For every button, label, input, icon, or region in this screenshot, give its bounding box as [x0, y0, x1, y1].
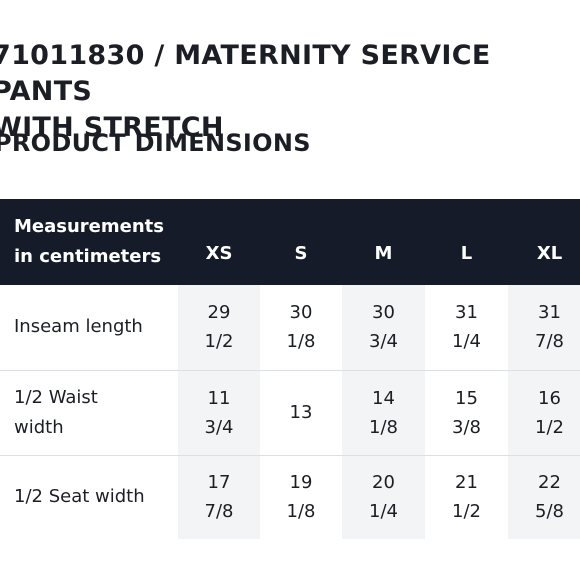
cell-waist-l: 15 3/8	[425, 370, 508, 455]
cell-whole: 20	[372, 472, 395, 494]
cell-fraction: 1/8	[286, 331, 316, 353]
cell-inseam-s: 30 1/8	[260, 285, 342, 370]
cell-whole: 19	[289, 472, 313, 494]
cell-waist-xl: 16 1/2	[508, 370, 580, 455]
cell-whole: 29	[207, 302, 231, 324]
section-title: PRODUCT DIMENSIONS	[0, 129, 311, 157]
cell-whole: 16	[538, 387, 561, 409]
cell-whole: 14	[372, 387, 395, 409]
cell-fraction: 5/8	[535, 501, 564, 523]
cell-fraction: 3/8	[452, 416, 481, 438]
table-header-row: Measurements in centimeters XS S M L XL	[0, 199, 580, 285]
row-label-waist: 1/2 Waist width	[14, 386, 98, 438]
cell-whole: 22	[538, 472, 561, 494]
size-header-xs: XS	[205, 242, 233, 264]
cell-waist-m: 14 1/8	[342, 370, 425, 455]
size-header-m: M	[374, 242, 393, 264]
cell-inseam-l: 31 1/4	[425, 285, 508, 370]
cell-whole: 11	[207, 387, 231, 409]
cell-seat-l: 21 1/2	[425, 455, 508, 539]
cell-fraction: 1/2	[535, 416, 564, 438]
cell-whole: 21	[455, 472, 478, 494]
cell-waist-xs: 11 3/4	[178, 370, 260, 455]
size-chart-table: Measurements in centimeters XS S M L XL …	[0, 199, 580, 539]
cell-fraction: 1/8	[369, 416, 398, 438]
table-row: 1/2 Waist width 11 3/4 13 14 1/8 15 3/8	[0, 370, 580, 455]
size-header-xl: XL	[536, 242, 563, 264]
corner-label: Measurements in centimeters	[14, 216, 164, 267]
cell-fraction: 7/8	[535, 331, 564, 353]
cell-whole: 15	[455, 387, 478, 409]
cell-seat-m: 20 1/4	[342, 455, 425, 539]
cell-inseam-xs: 29 1/2	[178, 285, 260, 370]
cell-whole: 31	[538, 302, 561, 324]
cell-fraction: 1/4	[452, 331, 481, 353]
cell-whole: 30	[372, 302, 395, 324]
size-header-l: L	[460, 242, 473, 264]
cell-whole: 17	[207, 472, 231, 494]
product-title: 71011830 / MATERNITY SERVICE PANTS WITH …	[0, 40, 491, 143]
row-label-seat: 1/2 Seat width	[14, 486, 145, 508]
cell-whole: 13	[289, 402, 313, 423]
table-row: Inseam length 29 1/2 30 1/8 30 3/4 31 1/…	[0, 285, 580, 370]
cell-fraction: 1/8	[286, 501, 316, 523]
cell-whole: 31	[455, 302, 478, 324]
cell-fraction: 1/2	[204, 331, 234, 353]
cell-fraction: 1/2	[452, 501, 481, 523]
cell-inseam-xl: 31 7/8	[508, 285, 580, 370]
cell-fraction: 1/4	[369, 501, 398, 523]
cell-seat-xl: 22 5/8	[508, 455, 580, 539]
cell-fraction: 7/8	[204, 501, 234, 523]
cell-whole: 30	[289, 302, 313, 324]
size-header-s: S	[294, 242, 308, 264]
cell-waist-s: 13	[260, 370, 342, 455]
row-label-inseam: Inseam length	[14, 316, 143, 338]
cell-fraction: 3/4	[369, 331, 398, 353]
table-row: 1/2 Seat width 17 7/8 19 1/8 20 1/4 21 1…	[0, 455, 580, 539]
cell-seat-s: 19 1/8	[260, 455, 342, 539]
cell-seat-xs: 17 7/8	[178, 455, 260, 539]
measurements-unit-label: Measurements in centimeters	[0, 199, 178, 285]
cell-inseam-m: 30 3/4	[342, 285, 425, 370]
cell-fraction: 3/4	[204, 416, 234, 438]
